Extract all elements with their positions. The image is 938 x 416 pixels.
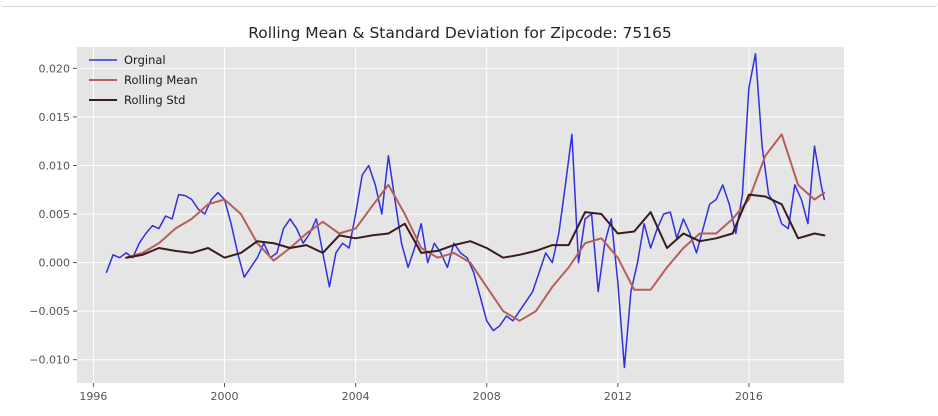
legend: Orginal Rolling Mean Rolling Std xyxy=(89,53,198,107)
x-tick-label: 1996 xyxy=(79,390,107,403)
legend-label-2: Rolling Std xyxy=(124,93,185,107)
legend-label-0: Orginal xyxy=(124,53,166,67)
x-axis-ticks: 1996 2000 2004 2008 2012 2016 xyxy=(79,383,763,403)
y-tick-label: −0.005 xyxy=(29,305,70,318)
top-divider xyxy=(0,0,938,7)
legend-label-1: Rolling Mean xyxy=(124,73,198,87)
chart-title: Rolling Mean & Standard Deviation for Zi… xyxy=(248,24,672,42)
series-line-1 xyxy=(125,133,826,322)
x-tick-label: 2008 xyxy=(473,390,501,403)
x-tick-label: 2016 xyxy=(735,390,763,403)
x-tick-label: 2000 xyxy=(211,390,239,403)
y-tick-label: 0.020 xyxy=(39,62,71,75)
y-axis-ticks: −0.010 −0.005 0.000 0.005 0.010 0.015 0.020 xyxy=(29,62,77,367)
y-tick-label: −0.010 xyxy=(29,354,70,367)
plot-area xyxy=(77,47,844,383)
y-tick-label: 0.010 xyxy=(39,159,71,172)
x-tick-label: 2012 xyxy=(604,390,632,403)
x-tick-label: 2004 xyxy=(342,390,370,403)
y-tick-label: 0.005 xyxy=(39,208,71,221)
series-line-0 xyxy=(105,53,826,369)
y-tick-label: 0.015 xyxy=(39,111,71,124)
series-line-2 xyxy=(125,193,826,259)
series-lines xyxy=(105,53,826,369)
y-tick-label: 0.000 xyxy=(39,257,71,270)
